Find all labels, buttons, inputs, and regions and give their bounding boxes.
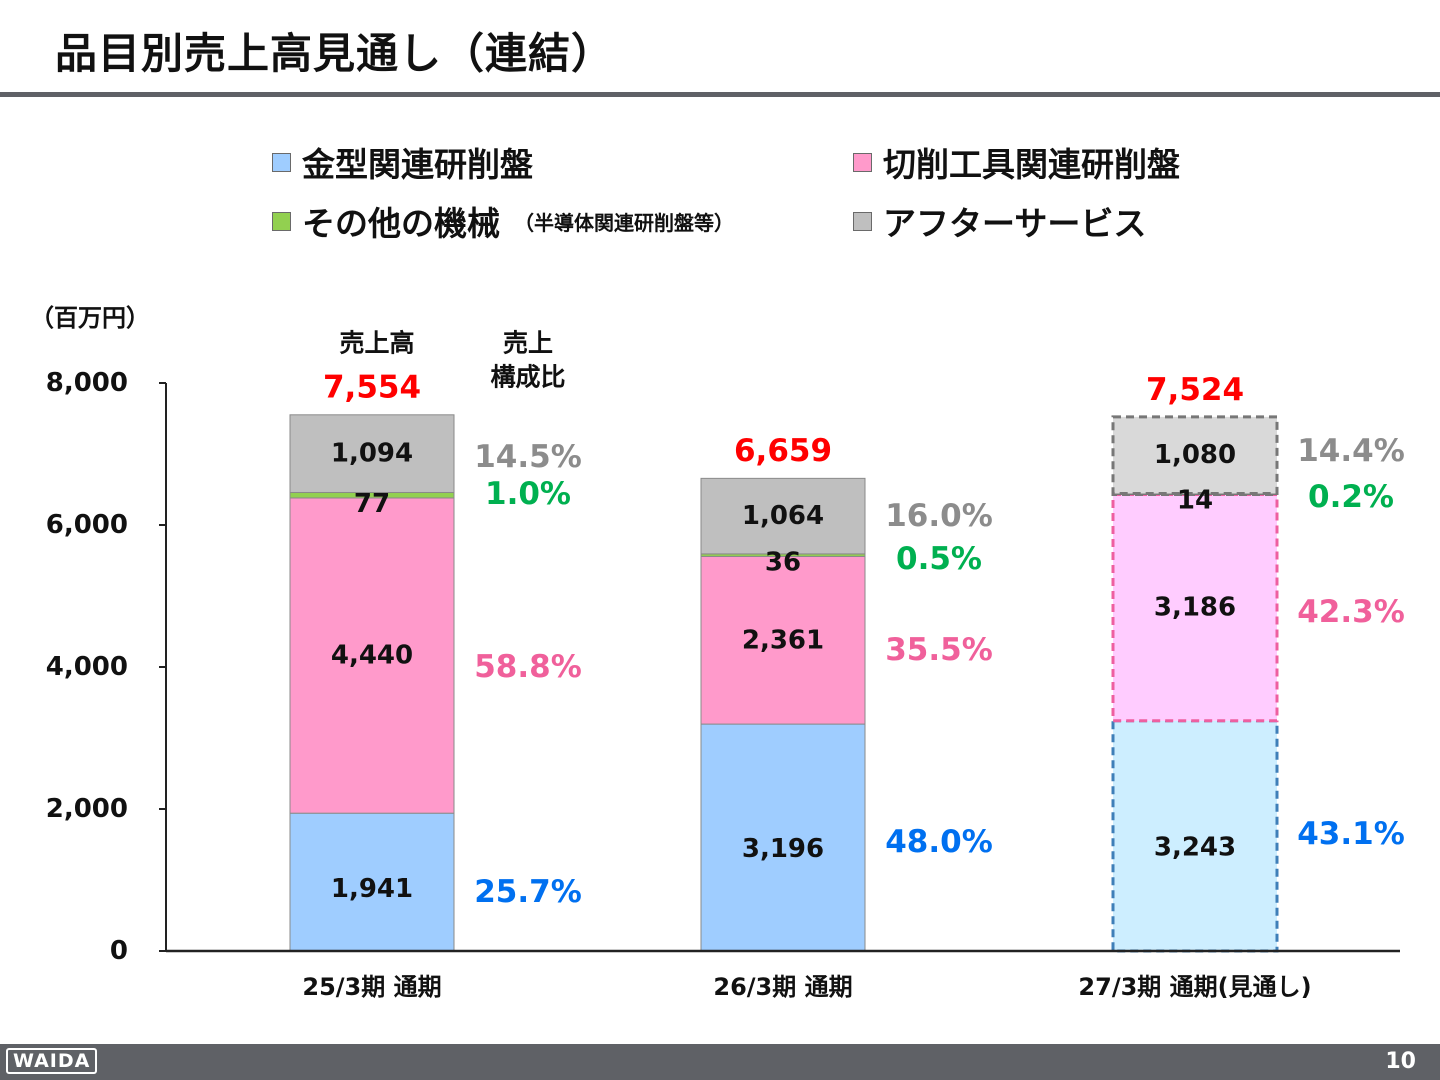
data-label: 1,064 [742,501,824,531]
data-label: 1,094 [331,439,413,469]
ratio-label: 58.8% [474,649,582,685]
total-label: 7,524 [1146,372,1244,408]
ratio-label: 43.1% [1297,816,1405,852]
ratio-label: 14.4% [1297,433,1405,469]
x-tick-label: 26/3期 通期 [713,973,852,1001]
legend-label: 金型関連研削盤 [302,145,533,184]
bar-segment [289,497,455,814]
bar-segment [1111,719,1279,953]
total-label: 7,554 [323,370,421,406]
title-divider [0,92,1440,97]
bar-segment [700,555,866,725]
y-unit-label: （百万円） [30,304,150,332]
y-tick-label: 6,000 [46,510,128,540]
data-label: 4,440 [331,641,413,671]
bar-segment [289,812,455,952]
bar-segment [289,414,455,493]
legend-label: アフターサービス [883,204,1147,243]
bar-segment [1111,415,1279,496]
data-label: 3,196 [742,834,824,864]
ratio-label: 25.7% [474,874,582,910]
legend-item-other-machines: その他の機械 （半導体関連研削盤等） [272,197,734,245]
y-tick-label: 2,000 [46,794,128,824]
data-label: 1,080 [1154,440,1236,470]
legend-item-cutting-tool-grinder: 切削工具関連研削盤 [853,138,1180,186]
legend-item-mold-grinder: 金型関連研削盤 [272,138,533,186]
data-label: 1,941 [331,874,413,904]
header-sales: 売上高 [339,329,414,358]
bar-segment [1111,493,1279,723]
y-tick-label: 4,000 [46,652,128,682]
x-tick-label: 25/3期 通期 [302,973,441,1001]
ratio-label: 42.3% [1297,594,1405,630]
company-logo: WAIDA [6,1048,98,1074]
x-tick-label: 27/3期 通期(見通し) [1078,973,1311,1001]
ratio-label: 48.0% [885,824,993,860]
ratio-label: 0.2% [1308,479,1394,515]
page-title: 品目別売上高見通し（連結） [55,29,615,78]
ratio-label: 0.5% [896,541,982,577]
y-tick-label: 8,000 [46,368,128,398]
ratio-label: 16.0% [885,498,993,534]
data-label: 77 [354,489,390,519]
ratio-label: 1.0% [485,476,571,512]
bar-segment [700,723,866,952]
header-ratio: 売上 [503,329,553,358]
page-number: 10 [1385,1049,1416,1074]
data-label: 3,243 [1154,832,1236,862]
data-label: 3,186 [1154,593,1236,623]
legend-label: 切削工具関連研削盤 [883,145,1180,184]
legend-item-after-service: アフターサービス [853,197,1146,245]
total-label: 6,659 [734,433,832,469]
legend-swatch-other-machines [272,211,291,231]
bar-segment [700,477,866,555]
data-label: 14 [1177,486,1213,516]
y-tick-label: 0 [110,936,128,966]
ratio-label: 14.5% [474,439,582,475]
footer-bar: WAIDA 10 [0,1044,1440,1080]
ratio-label: 35.5% [885,632,993,668]
legend-swatch-cutting-tool-grinder [853,152,872,172]
legend-note: （半導体関連研削盤等） [514,210,734,235]
header-ratio: 構成比 [490,363,565,392]
data-label: 2,361 [742,625,824,655]
legend-label: その他の機械 [302,204,500,243]
legend-swatch-mold-grinder [272,152,291,172]
legend-swatch-after-service [853,211,872,231]
data-label: 36 [765,547,801,577]
